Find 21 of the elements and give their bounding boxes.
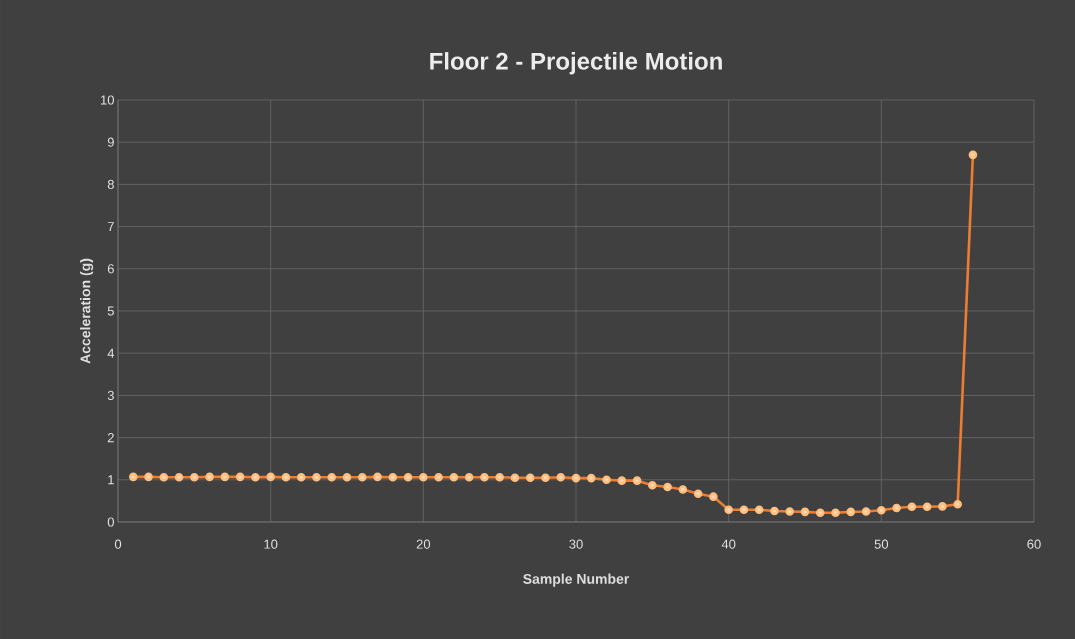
y-axis-title: Acceleration (g) xyxy=(80,258,94,364)
x-tick-label: 50 xyxy=(874,539,889,549)
y-tick-label: 4 xyxy=(107,348,115,358)
x-tick-label: 20 xyxy=(416,539,431,549)
y-tick-label: 8 xyxy=(107,179,114,189)
y-tick-label: 0 xyxy=(107,517,114,527)
x-tick-label: 0 xyxy=(114,539,122,549)
y-tick-label: 6 xyxy=(107,264,114,274)
x-tick-label: 40 xyxy=(721,539,736,549)
x-tick-label: 60 xyxy=(1027,539,1041,549)
x-tick-label: 30 xyxy=(569,539,583,549)
y-tick-label: 9 xyxy=(107,137,114,147)
y-tick-label: 7 xyxy=(107,222,114,232)
y-tick-label: 5 xyxy=(107,306,114,316)
y-tick-label: 1 xyxy=(108,475,114,485)
y-tick-label: 2 xyxy=(107,433,114,443)
x-tick-label: 10 xyxy=(264,539,278,549)
chart-title: Floor 2 - Projectile Motion xyxy=(430,52,722,75)
x-axis-title: Sample Number xyxy=(523,573,630,587)
y-tick-label: 3 xyxy=(107,390,114,400)
y-tick-label: 10 xyxy=(101,95,114,105)
